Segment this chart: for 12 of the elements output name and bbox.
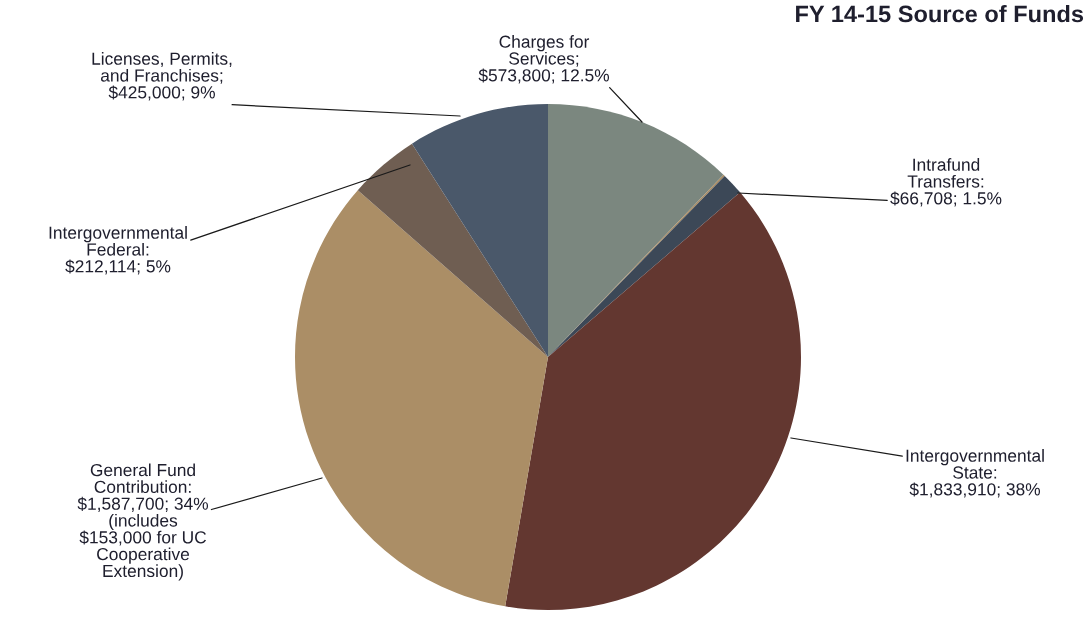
slice-label: Intrafund Transfers: $66,708; 1.5% [890, 158, 1002, 207]
slice-label: Intergovernmental State: $1,833,910; 38% [906, 449, 1044, 498]
slice-label: General Fund Contribution: $1,587,700; 34% (includes $153,000 for UC Cooperative Extension) [77, 463, 209, 581]
slice-label: Intergovernmental Federal: $212,114; 5% [49, 226, 187, 275]
slice-label: Licenses, Permits, and Franchises; $425,000; 9% [92, 52, 232, 101]
pie-slice [357, 143, 548, 357]
chart-title: FY 14-15 Source of Funds [796, 5, 1084, 23]
pie-slice [548, 104, 724, 357]
pie-slice [505, 192, 801, 610]
pie-slice [411, 104, 548, 357]
slice-label: Charges for Services; $573,800; 12.5% [478, 35, 610, 84]
pie-slice [295, 190, 548, 607]
